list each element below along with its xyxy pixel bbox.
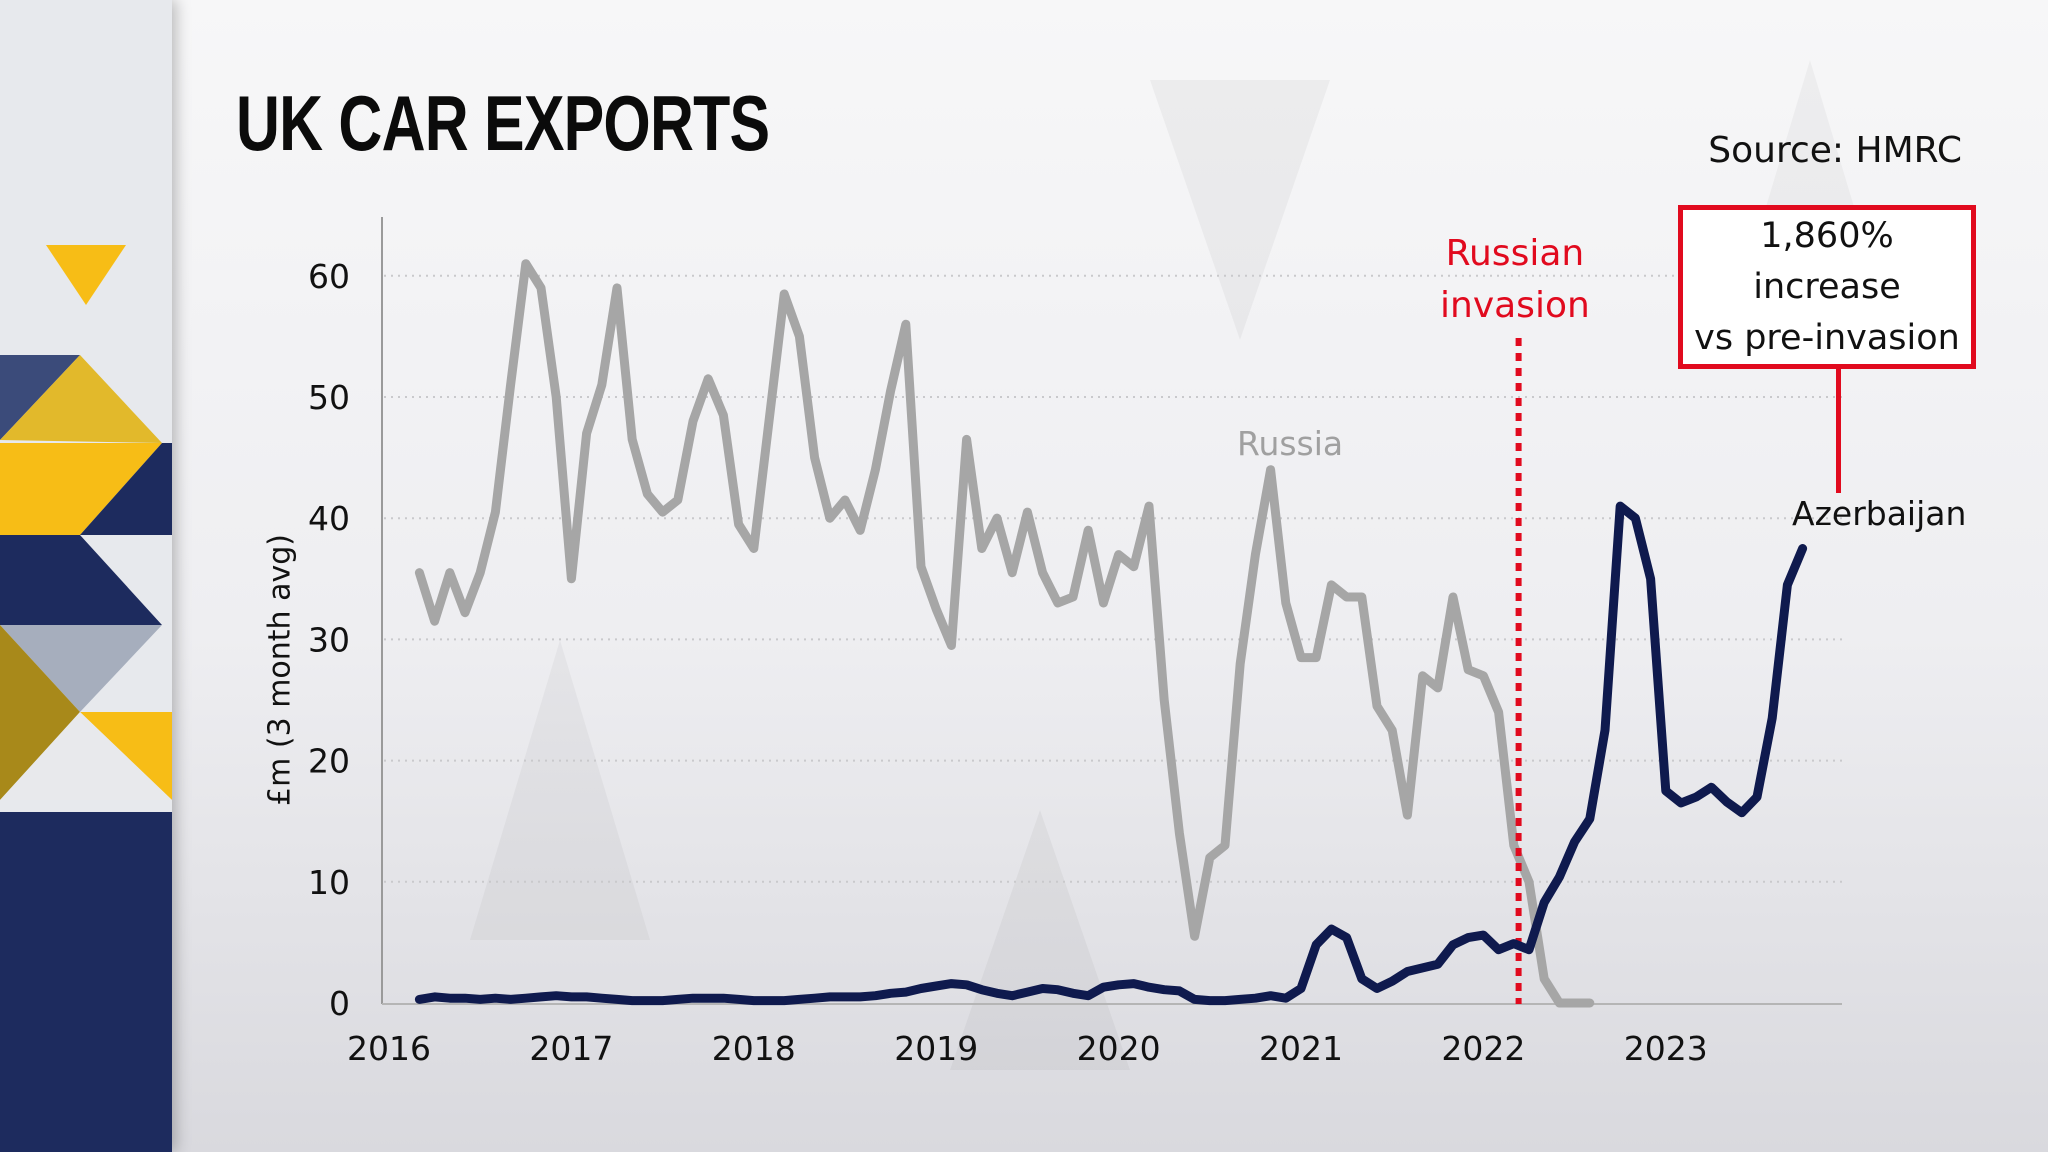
y-tick-label: 40 xyxy=(308,499,350,538)
y-tick-label: 30 xyxy=(308,620,350,659)
chart-title: UK CAR EXPORTS xyxy=(236,79,770,167)
y-tick-label: 0 xyxy=(329,984,350,1023)
x-tick-label: 2018 xyxy=(712,1029,796,1068)
gridlines xyxy=(384,274,1842,883)
y-tick-label: 60 xyxy=(308,257,350,296)
x-tick-label: 2023 xyxy=(1624,1029,1708,1068)
russia-series-label: Russia xyxy=(1237,424,1344,463)
x-tick-label: 2016 xyxy=(347,1029,431,1068)
y-tick-label: 50 xyxy=(308,378,350,417)
x-tick-label: 2021 xyxy=(1259,1029,1343,1068)
callout-line1: 1,860% xyxy=(1760,215,1894,256)
russia-series-line xyxy=(414,259,1595,1008)
x-tick-label: 2019 xyxy=(894,1029,978,1068)
invasion-label: Russian invasion xyxy=(1440,228,1590,332)
background-triangle xyxy=(1150,80,1330,340)
x-tick-label: 2017 xyxy=(529,1029,613,1068)
callout-connector xyxy=(1836,369,1841,493)
y-tick-label: 20 xyxy=(308,742,350,781)
decorative-side-strip xyxy=(0,0,172,1152)
azerbaijan-series-label: Azerbaijan xyxy=(1792,494,1967,533)
x-axis-ticks: 2016 2017 2018 2019 2020 2021 2022 2023 xyxy=(347,1029,1708,1068)
invasion-label-line2: invasion xyxy=(1440,285,1590,326)
background-triangle xyxy=(950,810,1130,1070)
azerbaijan-series-line xyxy=(414,501,1808,1006)
x-tick-label: 2020 xyxy=(1077,1029,1161,1068)
callout-line3: vs pre-invasion xyxy=(1694,317,1960,358)
y-axis-ticks: 0 10 20 30 40 50 60 xyxy=(308,257,350,1023)
invasion-label-line1: Russian xyxy=(1445,233,1585,274)
y-tick-label: 10 xyxy=(308,863,350,902)
callout-box: 1,860% increase vs pre-invasion xyxy=(1678,205,1976,369)
callout-line2: increase xyxy=(1753,266,1901,307)
y-axis-label: £m (3 month avg) xyxy=(262,534,298,806)
source-label: Source: HMRC xyxy=(1708,130,1962,171)
x-tick-label: 2022 xyxy=(1441,1029,1525,1068)
geometric-pattern-icon xyxy=(0,0,172,1152)
